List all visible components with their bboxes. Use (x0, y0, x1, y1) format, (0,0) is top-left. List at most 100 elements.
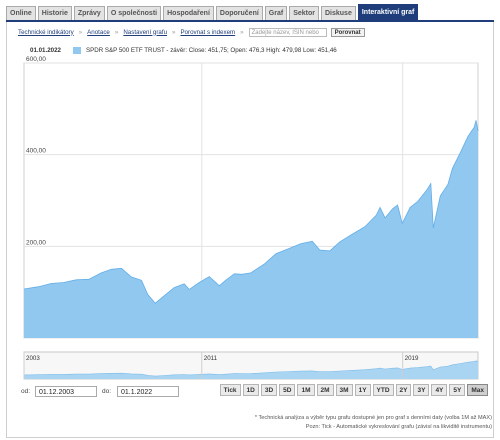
price-point (101, 272, 102, 273)
from-label: od: (21, 388, 31, 395)
price-point (121, 268, 122, 269)
price-point (234, 273, 235, 274)
zoom-1m-button[interactable]: 1M (297, 384, 315, 396)
price-point (155, 303, 156, 304)
tab-diskuse[interactable]: Diskuse (321, 6, 356, 20)
price-point (241, 274, 242, 275)
zoom-2y-button[interactable]: 2Y (395, 384, 412, 396)
zoom-ytd-button[interactable]: YTD (372, 384, 394, 396)
price-point (23, 288, 24, 289)
navigator-year-label: 2019 (405, 355, 419, 362)
tab-online[interactable]: Online (6, 6, 36, 20)
tech-indicators-link[interactable]: Technické indikátory (18, 28, 74, 36)
content-frame (6, 22, 494, 438)
price-line (23, 120, 479, 304)
price-point (474, 127, 475, 128)
price-point (477, 130, 478, 131)
separator-icon: » (78, 28, 83, 36)
zoom-1y-button[interactable]: 1Y (354, 384, 371, 396)
separator-icon: » (172, 28, 176, 36)
price-point (219, 285, 220, 286)
tab-interaktivní-graf[interactable]: Interaktivní graf (357, 4, 419, 20)
price-point (289, 248, 290, 249)
navigator-year-label: 2011 (204, 355, 218, 362)
price-point (385, 217, 386, 218)
price-point (209, 276, 210, 277)
tab-o-společnosti[interactable]: O společnosti (106, 6, 162, 20)
price-point (164, 295, 165, 296)
zoom-5y-button[interactable]: 5Y (449, 384, 466, 396)
price-point (111, 269, 112, 270)
price-point (397, 205, 398, 206)
price-point (275, 253, 276, 254)
tab-sektor[interactable]: Sektor (289, 6, 319, 20)
price-point (300, 243, 301, 244)
annotations-link[interactable]: Anotace (87, 28, 110, 36)
separator-icon: » (240, 28, 244, 36)
price-point (131, 276, 132, 277)
to-label: do: (102, 388, 112, 395)
zoom-2m-button[interactable]: 2M (316, 384, 334, 396)
zoom-tick-button[interactable]: Tick (219, 384, 241, 396)
price-point (392, 208, 393, 209)
price-point (38, 286, 39, 287)
zoom-3m-button[interactable]: 3M (335, 384, 353, 396)
price-point (312, 241, 313, 242)
zoom-4y-button[interactable]: 4Y (431, 384, 448, 396)
price-point (430, 183, 431, 184)
legend-text: SPDR S&P 500 ETF TRUST - závěr: Close: 4… (85, 47, 337, 54)
navigator-line (23, 360, 479, 377)
y-tick-label: 600,00 (26, 56, 46, 63)
price-point (51, 283, 52, 284)
price-point (88, 279, 89, 280)
price-point (417, 201, 418, 202)
compare-index-link[interactable]: Porovnat s indexem (180, 28, 236, 36)
tab-graf[interactable]: Graf (264, 6, 288, 20)
legend-date: 01.01.2022 (30, 47, 61, 54)
price-area (24, 120, 478, 338)
price-point (440, 195, 441, 196)
isin-input[interactable]: Zadejte název, ISIN nebo (248, 27, 327, 37)
tab-doporučení[interactable]: Doporučení (215, 6, 263, 20)
zoom-3y-button[interactable]: 3Y (413, 384, 430, 396)
zoom-1d-button[interactable]: 1D (242, 384, 259, 396)
zoom-3d-button[interactable]: 3D (260, 384, 278, 396)
legend-swatch (72, 47, 81, 54)
price-point (475, 120, 476, 121)
price-point (376, 215, 377, 216)
price-point (380, 207, 381, 208)
note-tech-analysis: * Technická analýza a výběr typu grafu d… (254, 415, 492, 421)
price-point (225, 280, 226, 281)
compare-button[interactable]: Porovnat (330, 27, 365, 37)
tab-bar: Online Historie Zprávy O společnosti Hospoda… (6, 4, 420, 20)
tab-hospodaření[interactable]: Hospodaření (163, 6, 214, 20)
y-tick-label: 200,00 (26, 239, 46, 246)
price-point (351, 234, 352, 235)
to-date-input[interactable]: 01.1.2022 (117, 386, 179, 397)
chart-legend: 01.01.2022 SPDR S&P 500 ETF TRUST - závě… (30, 47, 337, 54)
price-point (174, 287, 175, 288)
price-point (364, 226, 365, 227)
price-point (250, 272, 251, 273)
price-point (199, 282, 200, 283)
from-date-input[interactable]: 01.12.2003 (35, 386, 97, 397)
price-point (147, 294, 148, 295)
price-point (339, 241, 340, 242)
price-point (460, 152, 461, 153)
price-point (189, 289, 190, 290)
price-point (76, 279, 77, 280)
chart-settings-link[interactable]: Nastavení grafu (123, 28, 168, 36)
price-point (63, 282, 64, 283)
zoom-max-button[interactable]: Max (467, 384, 488, 396)
navigator-area (24, 360, 478, 379)
tab-historie[interactable]: Historie (37, 6, 72, 20)
price-point (319, 249, 320, 250)
price-point (426, 190, 427, 191)
y-tick-label: 400,00 (26, 148, 46, 155)
zoom-5d-button[interactable]: 5D (279, 384, 296, 396)
tab-zprávy[interactable]: Zprávy (73, 6, 105, 20)
tab-underline (6, 20, 494, 22)
price-point (402, 223, 403, 224)
price-point (447, 184, 448, 185)
